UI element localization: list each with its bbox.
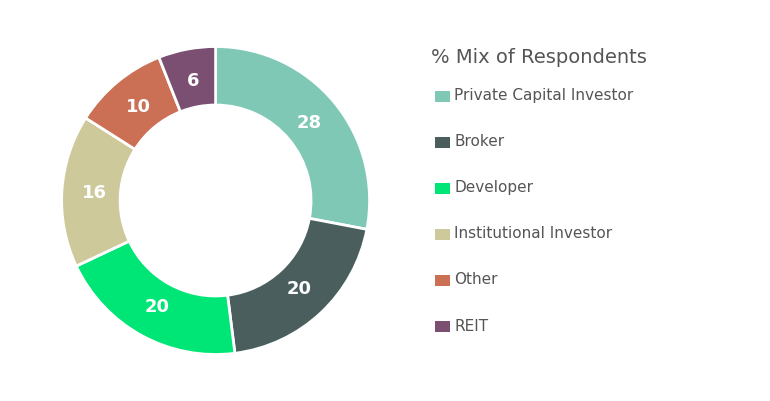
Wedge shape [216, 47, 370, 229]
Text: % Mix of Respondents: % Mix of Respondents [431, 48, 647, 67]
Text: Private Capital Investor: Private Capital Investor [454, 88, 634, 103]
Text: 20: 20 [145, 298, 169, 316]
Text: REIT: REIT [454, 318, 489, 334]
Text: 16: 16 [82, 184, 107, 202]
Wedge shape [85, 57, 180, 149]
Wedge shape [228, 219, 367, 353]
Wedge shape [159, 47, 216, 112]
Text: 28: 28 [296, 114, 322, 132]
Text: Institutional Investor: Institutional Investor [454, 226, 613, 241]
Wedge shape [62, 118, 135, 266]
Text: Developer: Developer [454, 180, 534, 195]
Text: Other: Other [454, 272, 498, 288]
Text: 6: 6 [186, 72, 199, 90]
Text: 20: 20 [286, 280, 311, 298]
Text: 10: 10 [126, 98, 151, 116]
Wedge shape [76, 241, 235, 354]
Text: Broker: Broker [454, 134, 504, 149]
